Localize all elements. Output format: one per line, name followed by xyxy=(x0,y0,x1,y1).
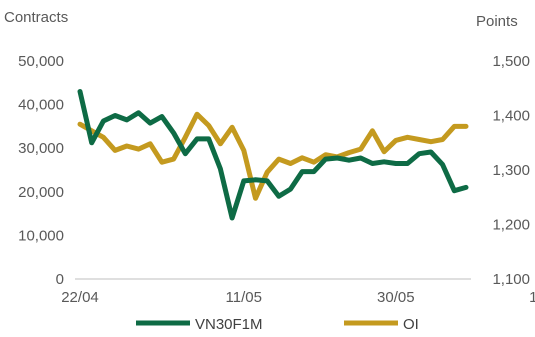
left-tick-label: 0 xyxy=(56,271,64,288)
legend-label: VN30F1M xyxy=(195,316,263,332)
left-tick-label: 30,000 xyxy=(18,140,64,157)
right-tick-label: 1,300 xyxy=(492,162,530,179)
left-tick-label: 50,000 xyxy=(18,53,64,70)
right-tick-label: 1,200 xyxy=(492,217,530,234)
right-tick-label: 1,100 xyxy=(492,271,530,288)
right-tick-label: 1,400 xyxy=(492,108,530,125)
x-axis-ticks: 22/04 11/05 30/05 14/06 xyxy=(61,289,535,306)
right-axis-ticks: 1,100 1,200 1,300 1,400 1,500 xyxy=(492,53,530,288)
left-axis-title: Contracts xyxy=(4,9,68,26)
series-line-vn30f1m xyxy=(77,89,469,221)
x-tick-label: 22/04 xyxy=(61,289,99,306)
x-tick-label: 11/05 xyxy=(226,289,262,306)
series-line-oi xyxy=(77,111,469,201)
left-axis-ticks: 0 10,000 20,000 30,000 40,000 50,000 xyxy=(18,53,64,288)
legend: VN30F1M OI xyxy=(136,316,419,333)
left-tick-label: 20,000 xyxy=(18,184,64,201)
right-tick-label: 1,500 xyxy=(492,53,530,70)
x-tick-label: 30/05 xyxy=(377,289,415,306)
series-lines xyxy=(77,89,469,221)
left-tick-label: 10,000 xyxy=(18,227,64,244)
right-axis-title: Points xyxy=(476,13,518,30)
x-tick-label: 14/06 xyxy=(529,289,535,306)
legend-label: OI xyxy=(403,316,419,332)
left-tick-label: 40,000 xyxy=(18,97,64,114)
